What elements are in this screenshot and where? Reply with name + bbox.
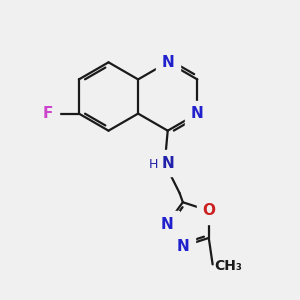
Text: CH₃: CH₃ (214, 259, 242, 273)
Text: N: N (161, 156, 174, 171)
Text: N: N (161, 55, 174, 70)
Text: N: N (191, 106, 204, 121)
Text: O: O (202, 203, 215, 218)
Text: N: N (160, 217, 173, 232)
Text: N: N (176, 239, 189, 254)
Text: H: H (149, 158, 158, 171)
Text: F: F (43, 106, 53, 121)
